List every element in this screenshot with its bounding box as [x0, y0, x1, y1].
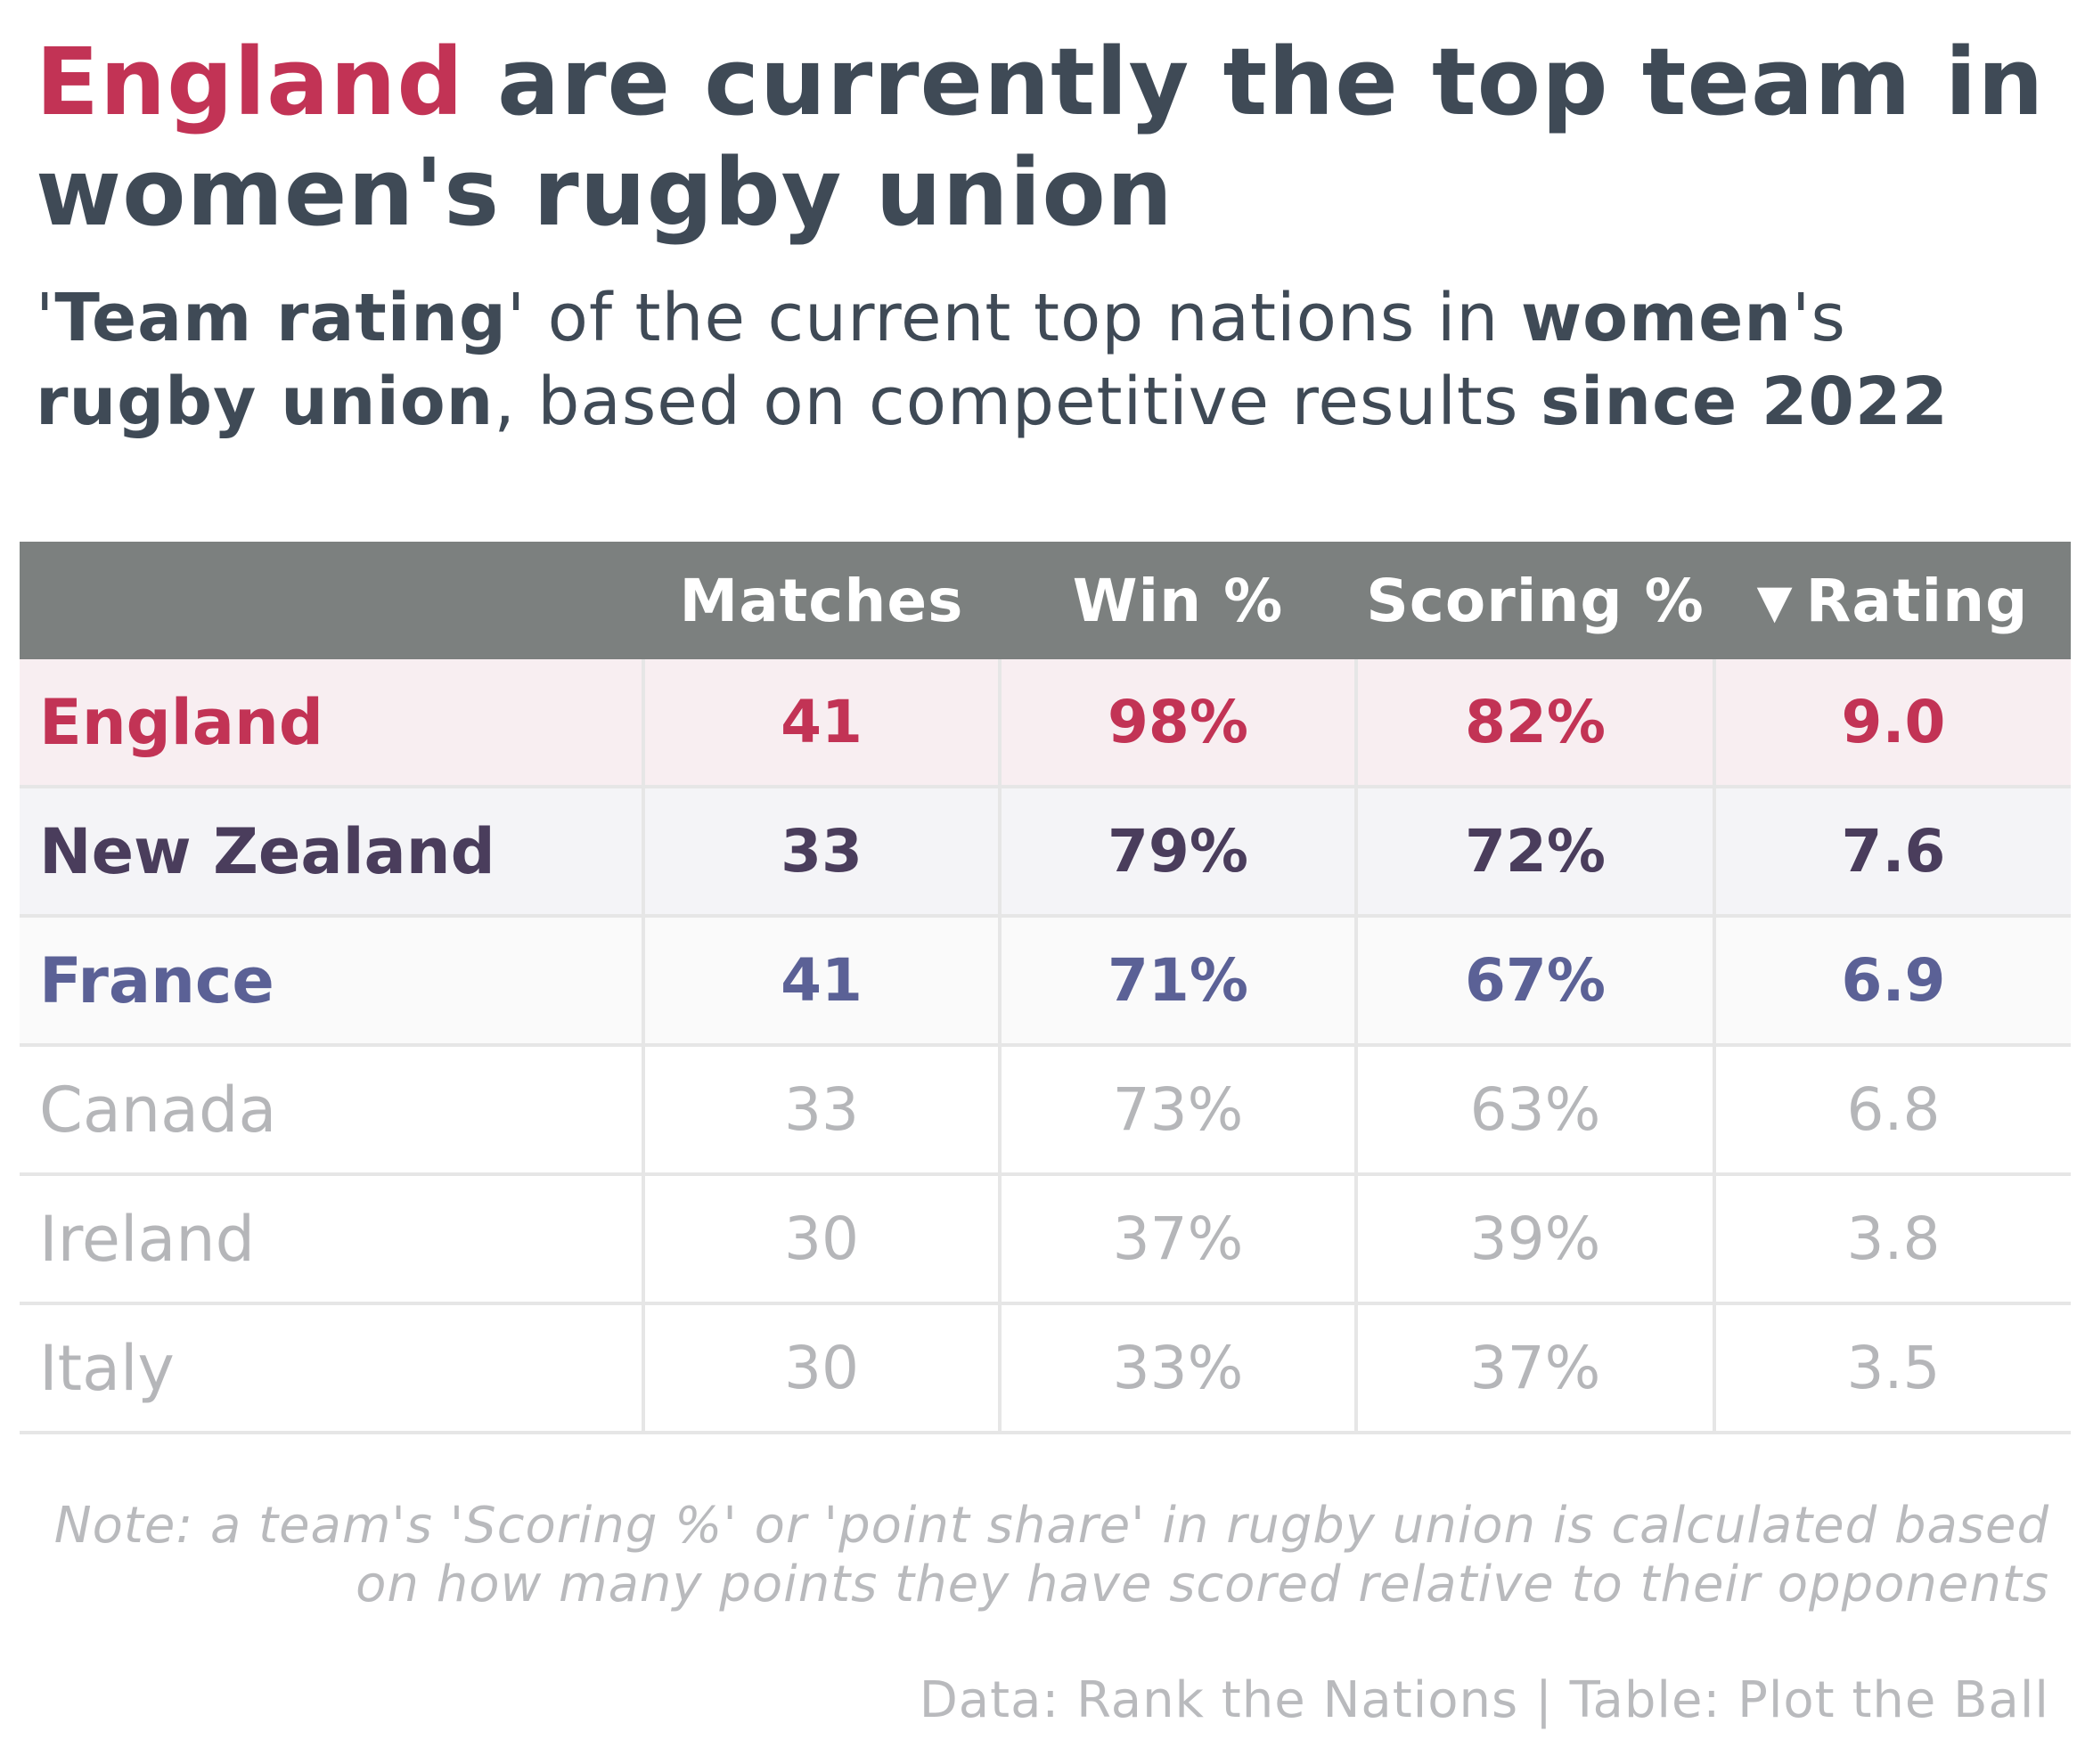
subtitle-bold-text: rugby union: [36, 363, 495, 440]
chart-subtitle: 'Team rating' of the current top nations…: [36, 276, 2049, 444]
subtitle-text: ' of the current top nations in: [506, 280, 1521, 356]
matches-cell: 41: [643, 916, 1002, 1047]
source-credit: Data: Rank the Nations | Table: Plot the…: [919, 1671, 2049, 1729]
table-body: England 41 98% 82% 9.0 New Zealand 33 79% 72% 7.6…: [20, 659, 2071, 1434]
table-row: Italy 30 33% 37% 3.5: [20, 1303, 2071, 1434]
title-highlight: England: [36, 28, 464, 136]
matches-cell: 41: [643, 659, 1002, 788]
scoring-pct-cell: 72%: [1356, 787, 1716, 918]
win-pct-cell: 98%: [1000, 659, 1358, 788]
table-row: England 41 98% 82% 9.0: [20, 659, 2071, 788]
header-matches[interactable]: Matches: [643, 542, 1000, 659]
header-rating[interactable]: ▼ Rating: [1714, 542, 2071, 659]
team-name: France: [20, 916, 645, 1047]
scoring-pct-cell: 63%: [1356, 1045, 1716, 1176]
matches-cell: 30: [643, 1303, 1002, 1434]
rating-cell: 6.9: [1714, 916, 2071, 1047]
table-row: Canada 33 73% 63% 6.8: [20, 1045, 2071, 1176]
subtitle-text: , based on competitive results: [494, 363, 1541, 440]
ratings-table: Matches Win % Scoring % ▼ Rating England 4…: [20, 542, 2071, 1434]
table-row: New Zealand 33 79% 72% 7.6: [20, 787, 2071, 918]
sort-descending-icon: ▼: [1756, 575, 1794, 629]
scoring-pct-cell: 39%: [1356, 1174, 1716, 1305]
team-name: Italy: [20, 1303, 645, 1434]
table-header-row: Matches Win % Scoring % ▼ Rating: [20, 542, 2071, 659]
win-pct-cell: 37%: [1000, 1174, 1358, 1305]
header-team: [20, 542, 643, 659]
rating-cell: 7.6: [1714, 787, 2071, 918]
header-scoring-pct[interactable]: Scoring %: [1356, 542, 1714, 659]
scoring-pct-cell: 82%: [1356, 659, 1716, 788]
subtitle-bold-text: since 2022: [1540, 363, 1949, 440]
team-name: Canada: [20, 1045, 645, 1176]
header-win-pct[interactable]: Win %: [1000, 542, 1356, 659]
matches-cell: 30: [643, 1174, 1002, 1305]
win-pct-cell: 79%: [1000, 787, 1358, 918]
win-pct-cell: 33%: [1000, 1303, 1358, 1434]
header-rating-label: Rating: [1805, 566, 2029, 635]
team-name: New Zealand: [20, 787, 645, 918]
rating-cell: 9.0: [1714, 659, 2071, 788]
scoring-pct-cell: 37%: [1356, 1303, 1716, 1434]
subtitle-text: 's: [1792, 280, 1846, 356]
footnote: Note: a team's 'Scoring %' or 'point sha…: [53, 1497, 2049, 1613]
subtitle-text: ': [36, 280, 55, 356]
matches-cell: 33: [643, 787, 1002, 918]
subtitle-bold-text: Team rating: [54, 280, 507, 356]
chart-title: England are currently the top team in wo…: [36, 27, 2049, 248]
table-row: Ireland 30 37% 39% 3.8: [20, 1174, 2071, 1305]
ratings-table-container: Matches Win % Scoring % ▼ Rating England 4…: [20, 542, 2071, 1434]
team-name: Ireland: [20, 1174, 645, 1305]
win-pct-cell: 73%: [1000, 1045, 1358, 1176]
team-name: England: [20, 659, 645, 788]
title-rest: are currently the top team in women's ru…: [36, 28, 2045, 247]
table-row: France 41 71% 67% 6.9: [20, 916, 2071, 1047]
rating-cell: 6.8: [1714, 1045, 2071, 1176]
win-pct-cell: 71%: [1000, 916, 1358, 1047]
subtitle-bold-text: women: [1520, 280, 1792, 356]
matches-cell: 33: [643, 1045, 1002, 1176]
rating-cell: 3.8: [1714, 1174, 2071, 1305]
rating-cell: 3.5: [1714, 1303, 2071, 1434]
scoring-pct-cell: 67%: [1356, 916, 1716, 1047]
